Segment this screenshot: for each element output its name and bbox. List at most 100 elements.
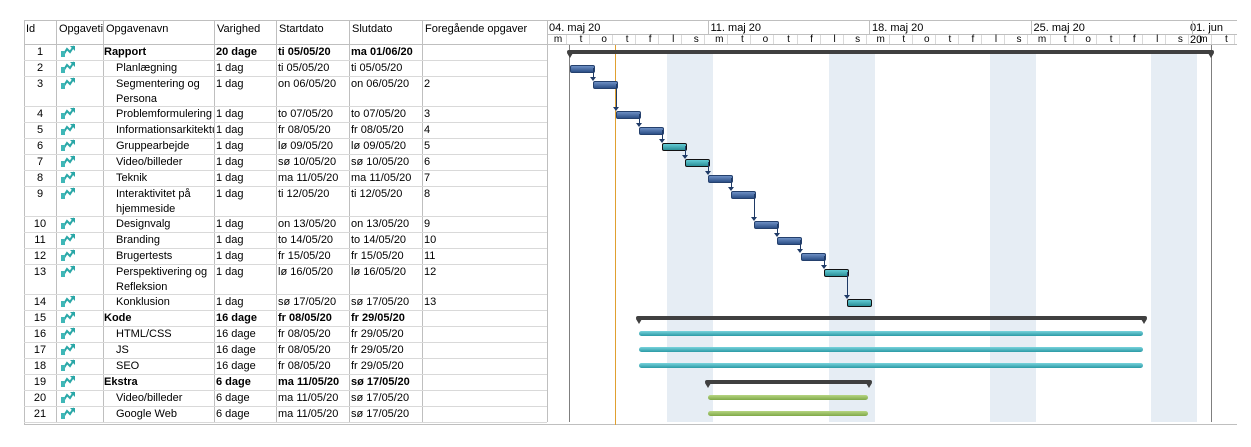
task-name[interactable]: Designvalg [116,218,171,230]
col-header-start[interactable]: Startdato [279,23,324,35]
task-name[interactable]: Konklusion [116,296,170,308]
task-predecessors[interactable]: 11 [424,250,436,262]
task-start[interactable]: ma 11/05/20 [278,172,339,184]
task-start[interactable]: to 14/05/20 [278,234,334,246]
summary-bar-kode[interactable] [636,316,1147,320]
task-bar-long[interactable] [639,347,1143,352]
task-bar-extra[interactable] [708,395,868,400]
col-header-name[interactable]: Opgavenavn [106,23,169,35]
task-end[interactable]: ma 11/05/20 [351,172,412,184]
task-name[interactable]: Teknik [116,172,148,184]
task-duration[interactable]: 1 dag [216,156,244,168]
col-header-duration[interactable]: Varighed [217,23,261,35]
task-duration[interactable]: 6 dage [216,392,250,404]
summary-task-name[interactable]: Rapport [104,46,147,58]
task-start[interactable]: ti 05/05/20 [278,46,331,58]
task-predecessors[interactable]: 4 [424,124,431,136]
task-duration[interactable]: 6 dage [216,408,250,420]
task-duration[interactable]: 1 dag [216,188,244,200]
task-duration[interactable]: 6 dage [216,376,251,388]
task-name[interactable]: Interaktivitet på [116,188,191,200]
task-predecessors[interactable]: 12 [424,266,437,278]
task-bar[interactable] [616,111,642,119]
task-bar-extra[interactable] [708,411,868,416]
task-end[interactable]: fr 08/05/20 [351,124,404,136]
task-id[interactable]: 14 [33,296,47,308]
task-end[interactable]: sø 17/05/20 [351,392,410,404]
summary-task-name[interactable]: Ekstra [104,376,138,388]
task-end[interactable]: fr 15/05/20 [351,250,404,262]
task-bar[interactable] [639,127,665,135]
task-name[interactable]: Video/billeder [116,392,183,404]
task-name-line2[interactable]: Refleksion [116,281,168,293]
task-start[interactable]: on 13/05/20 [278,218,337,230]
task-bar[interactable] [754,221,780,229]
task-start[interactable]: fr 08/05/20 [278,124,331,136]
task-id[interactable]: 20 [33,392,47,404]
task-predecessors[interactable]: 6 [424,156,431,168]
task-end[interactable]: fr 29/05/20 [351,328,404,340]
task-duration[interactable]: 16 dage [216,312,257,324]
task-name[interactable]: SEO [116,360,140,372]
task-id[interactable]: 9 [36,188,44,200]
task-predecessors[interactable]: 3 [424,108,431,120]
task-bar[interactable] [662,143,688,151]
task-duration[interactable]: 1 dag [216,78,244,90]
summary-bar-rapport[interactable] [567,50,1214,54]
task-duration[interactable]: 1 dag [216,140,244,152]
task-bar[interactable] [800,253,826,261]
task-duration[interactable]: 1 dag [216,266,244,278]
task-name[interactable]: JS [116,344,129,356]
task-duration[interactable]: 20 dage [216,46,257,58]
task-end[interactable]: sø 10/05/20 [351,156,410,168]
task-end[interactable]: sø 17/05/20 [351,376,410,388]
task-start[interactable]: lø 16/05/20 [278,266,334,278]
task-end[interactable]: ti 05/05/20 [351,62,403,74]
task-predecessors[interactable]: 5 [424,140,431,152]
task-name[interactable]: Google Web [116,408,177,420]
task-name[interactable]: Problemformulering [116,108,212,120]
task-id[interactable]: 16 [33,328,47,340]
task-start[interactable]: fr 08/05/20 [278,328,331,340]
task-start[interactable]: fr 08/05/20 [278,360,331,372]
task-bar-long[interactable] [639,363,1143,368]
task-id[interactable]: 13 [33,266,47,278]
task-id[interactable]: 15 [33,312,47,324]
task-name[interactable]: Perspektivering og [116,266,208,278]
task-duration[interactable]: 1 dag [216,296,244,308]
task-start[interactable]: on 06/05/20 [278,78,337,90]
task-start[interactable]: fr 08/05/20 [278,344,331,356]
summary-bar-ekstra[interactable] [705,380,872,384]
task-start[interactable]: ma 11/05/20 [278,376,340,388]
task-start[interactable]: lø 09/05/20 [278,140,334,152]
task-id[interactable]: 4 [36,108,44,120]
task-id[interactable]: 8 [36,172,44,184]
task-end[interactable]: fr 29/05/20 [351,312,405,324]
col-header-end[interactable]: Slutdato [352,23,393,35]
task-start[interactable]: sø 10/05/20 [278,156,337,168]
task-name[interactable]: HTML/CSS [116,328,172,340]
task-start[interactable]: fr 08/05/20 [278,312,332,324]
task-bar[interactable] [823,269,849,277]
task-start[interactable]: fr 15/05/20 [278,250,331,262]
task-end[interactable]: ti 12/05/20 [351,188,403,200]
task-bar[interactable] [777,237,803,245]
task-bar[interactable] [708,175,734,183]
task-name[interactable]: Branding [116,234,161,246]
task-id[interactable]: 6 [36,140,44,152]
task-end[interactable]: on 06/05/20 [351,78,410,90]
task-duration[interactable]: 16 dage [216,360,256,372]
task-end[interactable]: to 14/05/20 [351,234,407,246]
task-start[interactable]: to 07/05/20 [278,108,334,120]
col-header-predecessors[interactable]: Foregående opgaver [425,23,528,35]
task-name[interactable]: Brugertests [116,250,173,262]
task-end[interactable]: sø 17/05/20 [351,296,410,308]
task-name[interactable]: Video/billeder [116,156,183,168]
task-id[interactable]: 17 [33,344,47,356]
task-end[interactable]: fr 29/05/20 [351,360,404,372]
task-duration[interactable]: 1 dag [216,250,244,262]
task-duration[interactable]: 1 dag [216,234,244,246]
task-id[interactable]: 5 [36,124,44,136]
summary-task-name[interactable]: Kode [104,312,132,324]
task-id[interactable]: 12 [33,250,47,262]
